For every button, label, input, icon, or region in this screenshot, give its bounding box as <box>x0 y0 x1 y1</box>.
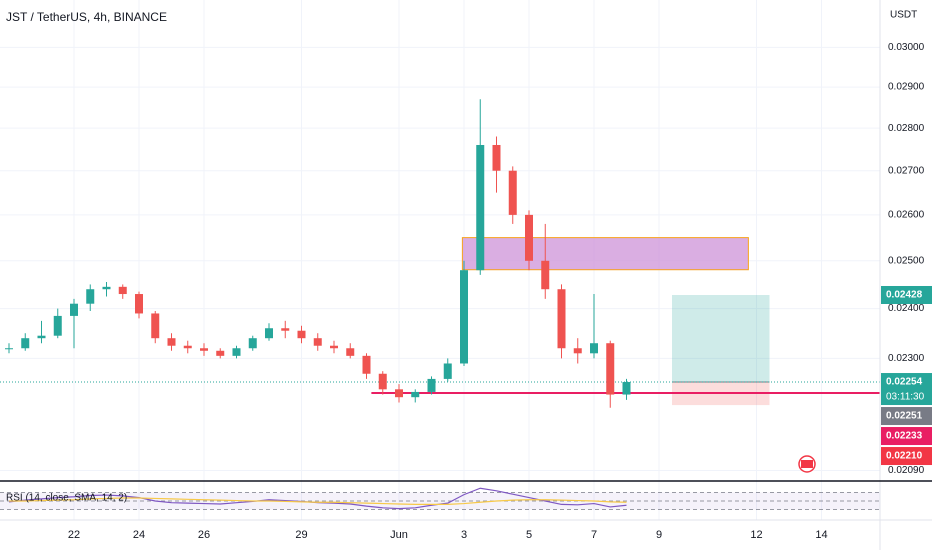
candle-body <box>70 303 78 316</box>
marks <box>0 99 880 510</box>
flag-body <box>801 460 813 468</box>
y-tick-label: 0.02700 <box>888 165 925 176</box>
y-tick-label: 0.03000 <box>888 42 925 53</box>
candle-body <box>281 328 290 331</box>
candle-body <box>297 330 306 339</box>
price-label: 0.02210 <box>886 451 923 462</box>
x-tick-label: 14 <box>815 529 827 541</box>
candle-body <box>508 170 517 215</box>
candle-body <box>460 270 468 364</box>
candle-body <box>21 338 30 349</box>
price-label-box <box>881 373 932 406</box>
candle-body <box>53 315 62 336</box>
y-tick-label: 0.02500 <box>888 255 925 266</box>
axis-labels: 0.03000 0.02900 0.02800 0.02700 0.02600 0.025… <box>68 42 932 541</box>
candle-body <box>476 144 485 271</box>
rsi-band <box>0 492 880 510</box>
candle-body <box>232 348 241 356</box>
x-tick-label: 29 <box>295 529 307 541</box>
candle-body <box>102 286 111 290</box>
candle-body <box>378 373 387 390</box>
candle-body <box>427 378 436 392</box>
candle-body <box>135 294 143 314</box>
candle-body <box>606 343 615 395</box>
candle-body <box>411 391 420 398</box>
candle-body <box>395 389 403 398</box>
candle-body <box>573 348 582 354</box>
candle-body <box>346 348 355 356</box>
x-tick-label: 22 <box>68 529 80 541</box>
price-label-box <box>881 447 932 466</box>
price-label: 0.02251 <box>886 411 923 422</box>
candle-body <box>557 289 566 349</box>
price-label-box <box>881 285 932 304</box>
candle-body <box>525 214 533 261</box>
candle-body <box>183 345 192 349</box>
x-tick-label: 24 <box>133 529 145 541</box>
axis-unit: USDT <box>890 10 917 21</box>
candle-body <box>622 382 631 395</box>
candle-body <box>541 260 550 290</box>
x-tick-label: 3 <box>461 529 467 541</box>
candle-body <box>248 338 257 349</box>
price-countdown: 03:11:30 <box>886 392 925 403</box>
candle-body <box>313 338 322 346</box>
candle-body <box>200 348 208 351</box>
candle-body <box>37 335 46 339</box>
x-tick-label: 12 <box>750 529 762 541</box>
chart-title: JST / TetherUS, 4h, BINANCE <box>6 10 167 24</box>
x-tick-label: 26 <box>198 529 210 541</box>
y-tick-label: 0.02400 <box>888 303 925 314</box>
candle-body <box>118 286 127 295</box>
candle-body <box>265 328 273 339</box>
price-label: 0.02254 <box>886 377 923 388</box>
y-tick-label: 0.02800 <box>888 123 925 134</box>
y-tick-label: 0.02300 <box>888 353 925 364</box>
candle-body <box>86 289 95 304</box>
candle-body <box>590 343 598 354</box>
candle-body <box>216 350 225 356</box>
flag-icon <box>798 455 816 473</box>
candle-body <box>492 144 501 171</box>
x-tick-label: 9 <box>656 529 662 541</box>
zone <box>461 237 749 271</box>
x-tick-label: 5 <box>526 529 532 541</box>
y-tick-label: 0.02600 <box>888 210 925 221</box>
candle-body <box>5 348 13 350</box>
rsi-line <box>9 497 627 505</box>
price-label: 0.02428 <box>886 290 923 301</box>
candle-body <box>362 355 371 374</box>
y-tick-label: 0.02900 <box>888 82 925 93</box>
price-label-box <box>881 407 932 426</box>
candle-body <box>167 338 176 346</box>
position-profit <box>672 294 770 383</box>
price-label-box <box>881 427 932 446</box>
candle-body <box>151 313 160 339</box>
candle-body <box>330 345 338 349</box>
rsi-title: RSI (14, close, SMA, 14, 2) <box>6 493 127 504</box>
candle-body <box>443 363 452 379</box>
x-tick-label: Jun <box>390 529 408 541</box>
y-tick-label: 0.02090 <box>888 465 925 476</box>
x-tick-label: 7 <box>591 529 597 541</box>
price-label: 0.02233 <box>886 431 923 442</box>
